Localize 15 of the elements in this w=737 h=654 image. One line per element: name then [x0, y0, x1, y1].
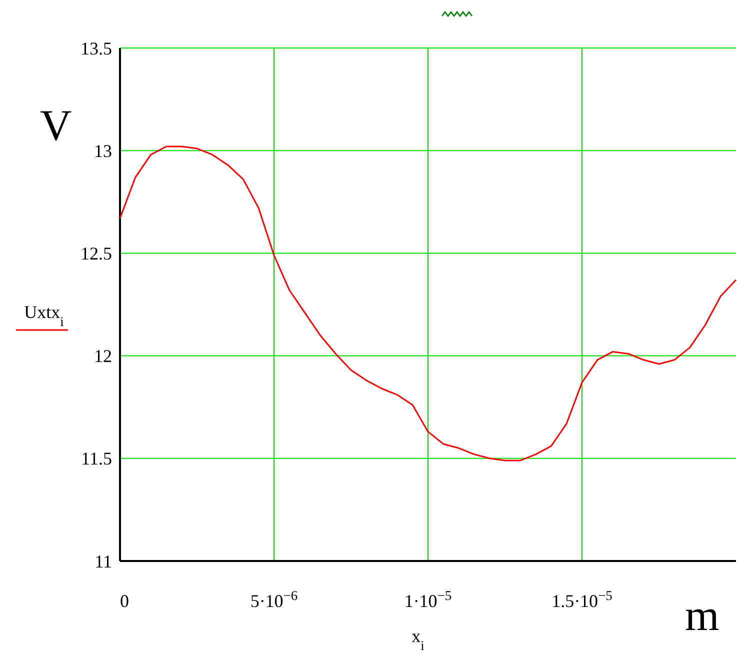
y-tick-label: 12 [94, 346, 112, 366]
y-tick-label: 13 [94, 140, 112, 161]
x-tick-label: 5·10$^{−6}$ [250, 588, 298, 611]
text: m [685, 591, 720, 640]
y-tick-label: 11 [94, 551, 112, 572]
text: V [40, 101, 72, 150]
y-tick-label: 11.5 [81, 448, 112, 469]
x-tick-label: 0 [120, 591, 129, 611]
line-series [119, 146, 737, 462]
y-tick-label: 13.5 [80, 38, 112, 58]
x-tick-label: 1.5·10$^{−5}$ [552, 588, 613, 611]
x-axis-title: x$_{i}$ [412, 626, 425, 652]
x-tick-label: 1·10$^{−5}$ [404, 588, 452, 611]
text: Uxtx$_{i}$ [24, 302, 64, 328]
y-tick-label: 12.5 [80, 244, 112, 264]
